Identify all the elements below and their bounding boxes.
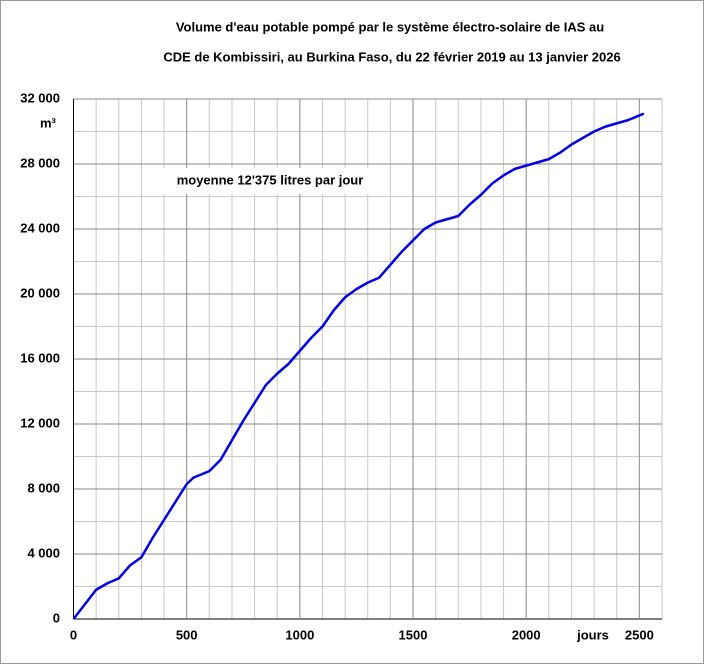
tick-label-bg [150,168,390,194]
y-tick-label: 32 000 [20,90,60,105]
data-line [72,112,645,620]
y-tick-label: 4 000 [27,545,60,560]
x-tick-label: 2000 [512,627,541,642]
x-tick-label: 0 [70,627,77,642]
chart-title: CDE de Kombissiri, au Burkina Faso, du 2… [163,49,620,64]
x-unit: jours [576,627,609,642]
y-tick-label: 0 [53,610,60,625]
y-tick-label: 20 000 [20,285,60,300]
y-tick-label: 24 000 [20,220,60,235]
x-tick-label: 1500 [399,627,428,642]
y-tick-label: 28 000 [20,155,60,170]
annotation: moyenne 12'375 litres par jour [177,172,364,187]
y-tick-label: 12 000 [20,415,60,430]
y-unit: m³ [40,115,57,130]
x-tick-label: 1000 [285,627,314,642]
y-tick-label: 8 000 [27,480,60,495]
x-tick-label: 500 [176,627,198,642]
chart-title: Volume d'eau potable pompé par le systèm… [176,19,604,34]
x-tick-label: 2500 [625,627,654,642]
y-tick-label: 16 000 [20,350,60,365]
